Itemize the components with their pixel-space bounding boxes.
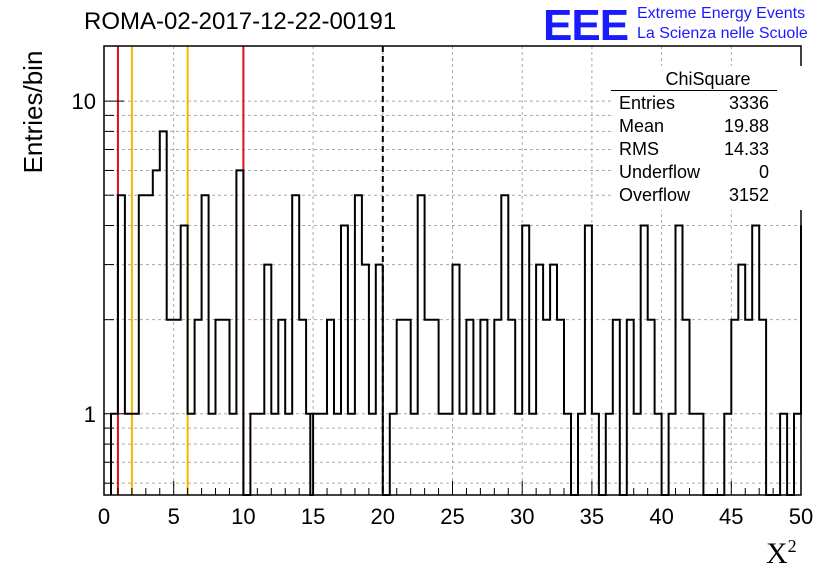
x-tick-label: 15 — [301, 504, 325, 529]
stats-value: 3152 — [728, 185, 769, 205]
x-axis-label-superscript: 2 — [787, 536, 797, 556]
logo-line-2: La Scienza nelle Scuole — [637, 25, 808, 42]
chart-title: ROMA-02-2017-12-22-00191 — [84, 8, 397, 35]
stats-label: Entries — [619, 93, 676, 113]
y-axis-label: Entries/bin — [18, 50, 48, 174]
stats-rule — [611, 90, 777, 91]
x-tick-label: 10 — [231, 504, 255, 529]
stats-value: 3336 — [728, 93, 769, 113]
x-tick-label: 20 — [371, 504, 395, 529]
x-tick-label: 30 — [510, 504, 534, 529]
x-tick-label: 40 — [649, 504, 673, 529]
stats-row-overflow: Overflow 3152 — [619, 185, 769, 206]
stats-label: RMS — [619, 139, 659, 159]
stats-label: Overflow — [619, 185, 691, 205]
stats-row-entries: Entries 3336 — [619, 93, 769, 114]
histogram-series-left — [110, 130, 383, 496]
x-tick-label: 25 — [440, 504, 464, 529]
y-tick-label: 1 — [84, 402, 96, 427]
x-axis-label: X2 — [766, 536, 797, 571]
stats-label: Underflow — [619, 162, 701, 182]
x-axis-label-base: X — [766, 537, 788, 570]
eee-logo-mark: EEE — [543, 1, 629, 50]
stats-value: 0 — [758, 162, 769, 182]
stats-value: 19.88 — [723, 116, 769, 136]
x-tick-label: 35 — [580, 504, 604, 529]
x-tick-label: 0 — [98, 504, 110, 529]
stats-row-mean: Mean 19.88 — [619, 116, 769, 137]
histogram-series-right — [381, 194, 802, 496]
stats-box: ChiSquare Entries 3336 Mean 19.88 RMS 14… — [611, 66, 805, 210]
y-tick-label: 10 — [72, 89, 96, 114]
x-tick-label: 45 — [719, 504, 743, 529]
stats-value: 14.33 — [723, 139, 769, 159]
stats-row-underflow: Underflow 0 — [619, 162, 769, 183]
x-tick-label: 5 — [168, 504, 180, 529]
stats-label: Mean — [619, 116, 665, 136]
stats-title: ChiSquare — [665, 69, 751, 89]
stats-row-rms: RMS 14.33 — [619, 139, 769, 160]
x-tick-label: 50 — [789, 504, 813, 529]
logo-line-1: Extreme Energy Events — [637, 5, 806, 22]
